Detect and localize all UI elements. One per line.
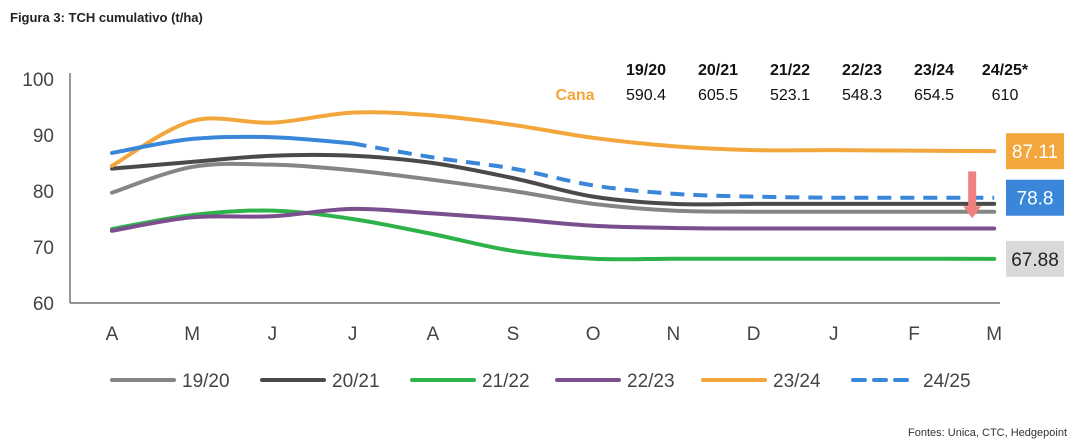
series-22-23-line: [110, 206, 997, 233]
series-21-22-line: [110, 208, 997, 262]
x-tick-label: J: [348, 324, 358, 345]
down-arrow-shaft: [968, 171, 977, 209]
y-tick-label: 90: [33, 126, 54, 147]
table-column-header: 20/21: [698, 62, 738, 79]
table-cell-value: 654.5: [914, 87, 954, 104]
x-tick-label: F: [908, 324, 920, 345]
y-tick-label: 100: [22, 70, 54, 91]
series-19-20-line: [110, 161, 997, 214]
series-lines: [110, 110, 997, 262]
end-label-value: 87.11: [1012, 142, 1058, 163]
down-arrow-head: [963, 206, 982, 219]
end-label-box: [1006, 179, 1064, 216]
table-cell-value: 590.4: [626, 87, 666, 104]
axes: 60 70 80 90 100 A M J J A S O N D J F M: [22, 70, 1002, 345]
end-label-box: [1006, 133, 1064, 170]
x-tick-label: A: [106, 324, 119, 345]
series-24-25-line-solid: [110, 134, 355, 155]
x-tick-label: D: [747, 324, 761, 345]
x-tick-label: O: [586, 324, 601, 345]
y-tick-label: 80: [33, 182, 54, 203]
x-tick-label: M: [986, 324, 1002, 345]
table-column-header: 22/23: [842, 62, 882, 79]
y-tick-label: 60: [33, 294, 54, 315]
legend-label: 19/20: [182, 371, 230, 392]
table-cell-value: 523.1: [770, 87, 810, 104]
legend-label: 21/22: [482, 371, 530, 392]
end-labels: 87.11 78.8 67.88: [1006, 133, 1064, 277]
legend-label: 22/23: [627, 371, 675, 392]
y-tick-label: 70: [33, 238, 54, 259]
legend-label: 24/25: [923, 371, 971, 392]
legend-label: 20/21: [332, 371, 380, 392]
end-label-box: [1006, 240, 1064, 277]
end-label-value: 78.8: [1017, 189, 1054, 210]
legend-label: 23/24: [773, 371, 821, 392]
x-tick-label: S: [507, 324, 520, 345]
table-cell-value: 605.5: [698, 87, 738, 104]
x-tick-label: N: [667, 324, 681, 345]
x-tick-label: A: [426, 324, 439, 345]
table-column-header: 19/20: [626, 62, 666, 79]
x-tick-label: M: [184, 324, 200, 345]
series-23-24-line: [110, 110, 997, 168]
series-20-21-line: [110, 152, 997, 207]
table-cell-value: 548.3: [842, 87, 882, 104]
series-24-25-line-dashed: [352, 141, 995, 200]
x-tick-label: J: [829, 324, 839, 345]
table-column-header: 23/24: [914, 62, 954, 79]
cana-table: 19/20 20/21 21/22 22/23 23/24 24/25* 590.4 605.…: [555, 62, 1028, 104]
end-label-value: 67.88: [1011, 250, 1059, 271]
table-row-label: Cana: [555, 87, 594, 104]
table-column-header: 24/25*: [982, 62, 1029, 79]
figure-title: Figura 3: TCH cumulativo (t/ha): [10, 10, 203, 25]
source-note: Fontes: Unica, CTC, Hedgepoint: [908, 427, 1067, 439]
x-tick-label: J: [268, 324, 278, 345]
legend: 19/20 20/21 21/22 22/23 23/24 24/25: [110, 371, 971, 392]
table-column-header: 21/22: [770, 62, 810, 79]
table-cell-value: 610: [992, 87, 1019, 104]
